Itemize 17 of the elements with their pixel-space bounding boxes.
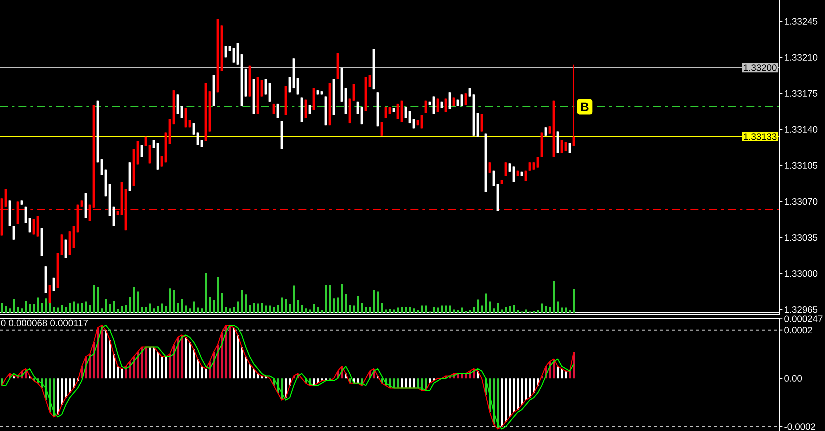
y-tick-label: 1.33000 [784,270,818,278]
annotation: 0 0.000068 0.000117 [1,320,88,327]
ref-line-label: 1.33133 [744,134,777,140]
y-tick-label: 1.33035 [784,234,818,242]
y-tick-label: 0.00 [784,375,802,382]
y-tick-label: 0.0002 [784,327,812,334]
y-tick-label: 1.33105 [784,162,818,170]
ref-line-label: 1.33200 [744,64,777,72]
y-tick-label: 1.33245 [784,18,818,25]
y-tick-label: 1.32965 [784,306,818,314]
y-tick-label: 1.33175 [784,90,818,97]
y-tick-label: -0.0002 [784,424,816,430]
annotation: B [581,102,589,112]
y-tick-label: 1.33070 [784,198,818,206]
y-tick-label: 1.33140 [784,126,818,133]
y-tick-label: 1.33210 [784,54,818,61]
y-tick-label: 0.000247 [784,316,823,322]
